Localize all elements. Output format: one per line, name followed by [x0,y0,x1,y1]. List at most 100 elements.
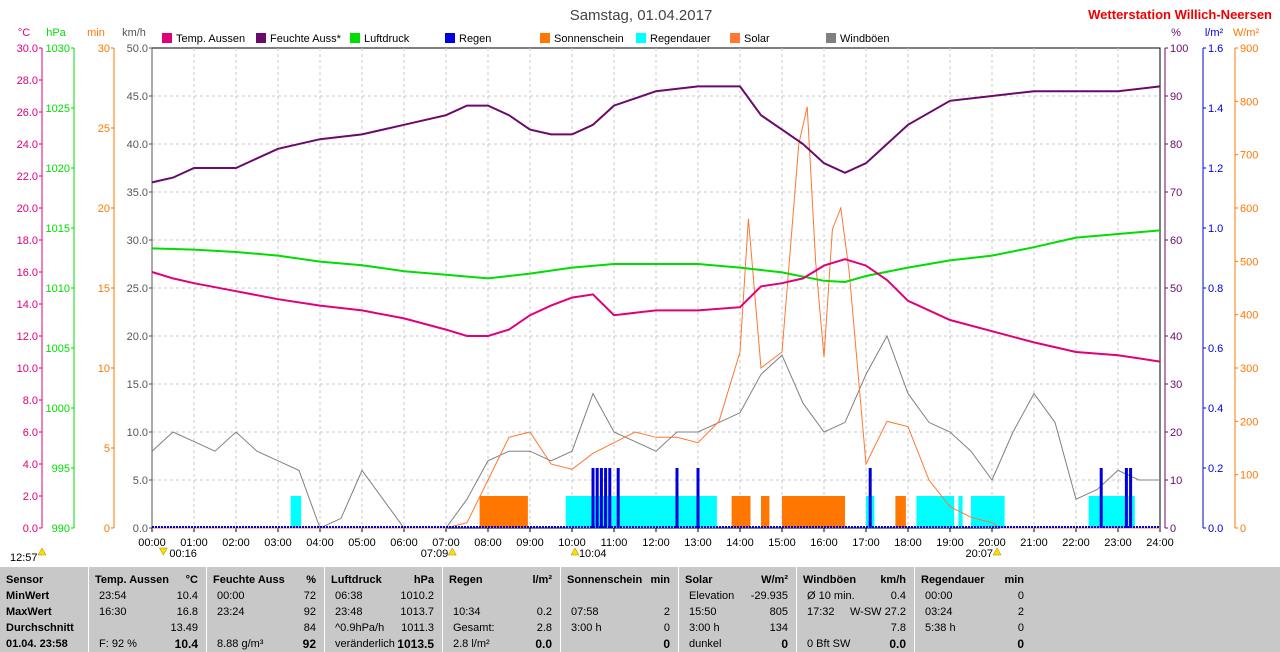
series-line [152,106,1160,529]
left-axis-tick-label: 45.0 [127,91,148,103]
series-line [151,229,1161,284]
stats-cell-label: 23:24 [217,606,245,618]
stats-row: 16:30 16.8 [89,604,206,620]
chart-lines [151,85,1161,529]
x-axis-tick-label: 02:00 [222,537,250,549]
legend-label: Temp. Aussen [176,33,245,45]
stats-cell-label: ^0.9hPa/h [335,622,385,634]
right-axis-tick-label: 800 [1240,96,1258,108]
stats-cell-value: 0 [1017,622,1024,634]
sunshine-bar [479,496,528,528]
right-axis-unit: % [1171,27,1181,39]
x-axis-tick-label: 09:00 [516,537,544,549]
stats-column-raindur: Regendauer min 00:00 0 03:24 2 5:38 h 0 0 [914,567,1032,652]
legend-label: Regen [459,33,491,45]
legend-swatch [826,33,836,43]
stats-cell-label: 10:34 [453,606,481,618]
stats-header: Windböen km/h [797,572,914,588]
left-axis-tick-label: 25.0 [127,283,148,295]
stats-cell-label: Durchschnitt [6,622,74,634]
left-axis-tick-label: 10.0 [17,363,38,375]
left-axis-tick-label: 28.0 [17,75,38,87]
stats-row: 10:34 0.2 [443,604,560,620]
left-axis-tick-label: 1030 [46,43,70,55]
sun-event-marker [570,547,580,556]
x-axis-tick-label: 01:00 [180,537,208,549]
stats-row: 06:38 1010.2 [325,588,442,604]
stats-cell-value: 0.4 [890,590,906,602]
stats-cell-label: 00:00 [925,590,953,602]
rain-duration-bar [916,496,955,528]
x-axis-tick-label: 21:00 [1020,537,1048,549]
stats-cell-label: 07:58 [571,606,599,618]
stats-header: Regen l/m² [443,572,560,588]
x-axis-tick-label: 05:00 [348,537,376,549]
marker-time-label: 10:04 [579,548,607,560]
right-axis-tick-label: 30 [1170,379,1182,391]
left-axis-tick-label: 14.0 [17,299,38,311]
stats-row: 07:58 2 [561,604,678,620]
stats-row: MaxWert [0,604,88,620]
stats-column-sensor: Sensor MinWert MaxWert Durchschnitt 01.04. 2… [0,567,88,652]
left-axis-tick-label: 12.0 [17,331,38,343]
legend-label: Regendauer [650,33,711,45]
left-axis-unit: km/h [122,27,146,39]
stats-cell-label: 2.8 l/m² [453,638,490,650]
stats-cell-value: 805 [769,606,788,618]
x-axis-tick-label: 16:00 [810,537,838,549]
right-axis-tick-label: 0.0 [1208,523,1223,535]
stats-cell-label: veränderlich [335,638,395,650]
chart-background [0,0,1280,567]
x-axis-tick-label: 23:00 [1104,537,1132,549]
station-name: Wetterstation Willich-Neersen [1088,7,1272,22]
legend-swatch [162,33,172,43]
x-axis-tick-label: 04:00 [306,537,334,549]
stats-column-wind: Windböen km/h Ø 10 min. 0.4 17:32 W-SW 27.2 7.… [796,567,914,652]
rain-duration-bar [290,496,302,528]
stats-row: 03:24 2 [915,604,1032,620]
stats-column-press: Luftdruck hPa 06:38 1010.2 23:48 1013.7 ^0.9hP… [324,567,442,652]
x-axis-tick-label: 22:00 [1062,537,1090,549]
legend-label: Feuchte Auss* [270,33,342,45]
left-axis-tick-label: 35.0 [127,187,148,199]
stats-row: 00:00 0 [915,588,1032,604]
stats-header-label: Solar [685,574,713,586]
stats-cell-value: 10.4 [174,637,198,651]
stats-cell-value: 84 [303,622,316,634]
left-axis-tick-label: 20.0 [127,331,148,343]
stats-cell-label: 00:00 [217,590,245,602]
stats-cell-label: Ø 10 min. [807,590,855,602]
stats-column-solar: Solar W/m² Elevation -29.935 15:50 805 3:00 h 1… [678,567,796,652]
sunshine-bar [761,496,770,528]
right-axis-tick-label: 0 [1170,523,1176,535]
stats-cell-label: 23:54 [99,590,127,602]
rain-bar [675,468,679,528]
rain-bar [604,468,608,528]
left-axis-unit: °C [18,27,30,39]
stats-row: 23:48 1013.7 [325,604,442,620]
right-axis-tick-label: 1.4 [1208,103,1223,115]
right-axis-tick-label: 1.0 [1208,223,1223,235]
right-axis-tick-label: 300 [1240,363,1258,375]
left-axis-tick-label: 50.0 [127,43,148,55]
stats-row: 23:54 10.4 [89,588,206,604]
right-axis-tick-label: 20 [1170,427,1182,439]
marker-time-label: 00:16 [169,548,197,560]
stats-row: 2.8 l/m² 0.0 [443,636,560,652]
stats-cell-value: 2 [1017,606,1024,618]
right-axis-tick-label: 1.2 [1208,163,1223,175]
stats-column-sun: Sonnenschein min 07:58 2 3:00 h 0 0 [560,567,678,652]
stats-cell-label: Elevation [689,590,735,602]
left-axis-tick-label: 6.0 [23,427,38,439]
left-axis-unit: hPa [46,27,66,39]
stats-cell-label: F: 92 % [99,638,137,650]
stats-row: F: 92 % 10.4 [89,636,206,652]
stats-cell-value: 72 [303,590,316,602]
left-axis-tick-label: 1025 [46,103,70,115]
left-axis-tick-label: 1015 [46,223,70,235]
stats-header-unit: min [650,574,670,586]
marker-time-label: 20:07 [966,548,994,560]
moon-marker [37,547,47,556]
stats-row: 0 [561,636,678,652]
left-axis-tick-label: 10 [98,363,110,375]
